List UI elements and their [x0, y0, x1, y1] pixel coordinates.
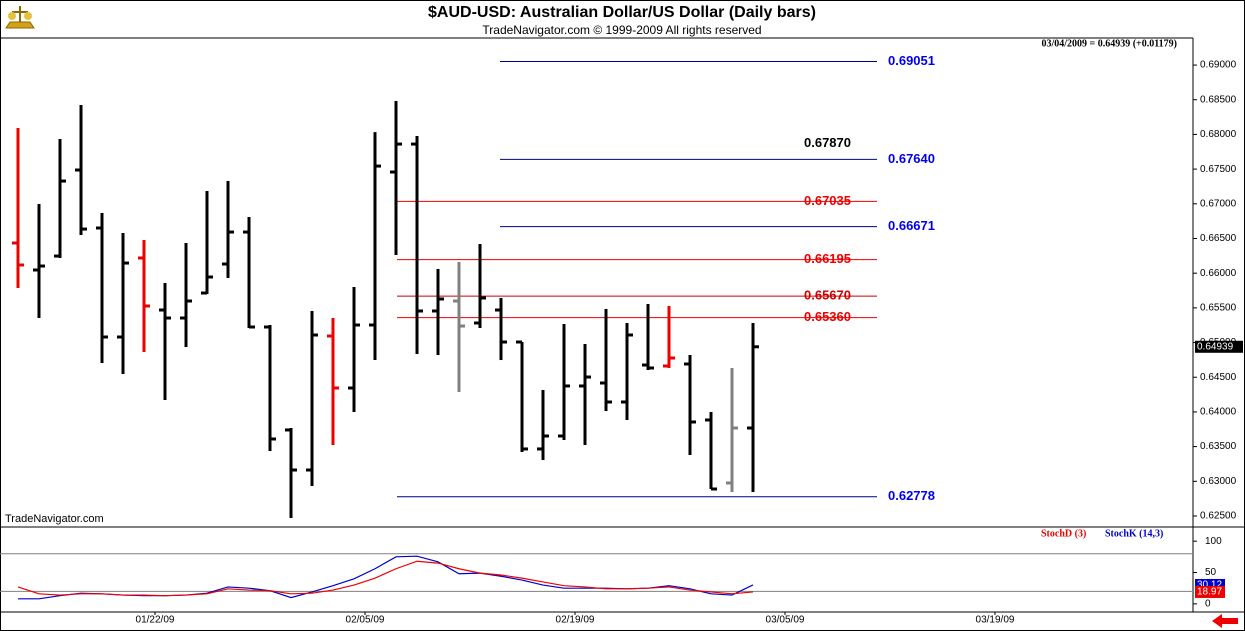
level-label: 0.62778 — [888, 488, 935, 503]
y-tick-label: 0.68500 — [1200, 94, 1237, 105]
ohlc-bar — [579, 344, 591, 446]
ohlc-bar — [621, 322, 633, 420]
y-tick-label: 0.66000 — [1200, 268, 1237, 279]
scroll-arrow[interactable] — [1212, 614, 1238, 628]
ohlc-bar — [201, 191, 213, 295]
ohlc-bar — [75, 105, 87, 236]
ohlc-bar — [369, 132, 381, 361]
ohlc-bar — [285, 428, 297, 518]
y-tick-label: 0.64000 — [1200, 407, 1237, 418]
last-price-label: 0.64939 — [1197, 341, 1234, 352]
y-tick-label: 0.67000 — [1200, 198, 1237, 209]
x-tick-label: 02/19/09 — [556, 615, 595, 626]
ohlc-bar — [474, 244, 486, 328]
x-tick-label: 03/05/09 — [766, 615, 805, 626]
stoch-line — [17, 560, 754, 597]
y-tick-label: 0.67500 — [1200, 164, 1237, 175]
level-label: 0.67035 — [804, 193, 851, 208]
level-label: 0.67870 — [804, 135, 851, 150]
ohlc-bar — [243, 217, 255, 329]
ohlc-bar — [33, 204, 45, 318]
ohlc-bar — [12, 128, 24, 289]
level-label: 0.65670 — [804, 288, 851, 303]
x-tick-label: 03/19/09 — [976, 615, 1015, 626]
ohlc-bar — [747, 322, 759, 492]
y-tick-label: 0.62500 — [1200, 511, 1237, 522]
ohlc-bar — [432, 269, 444, 356]
ohlc-bar — [663, 305, 675, 369]
y-tick-label: 0.65500 — [1200, 303, 1237, 314]
ohlc-bar — [684, 355, 696, 456]
x-tick-label: 01/22/09 — [136, 615, 175, 626]
ohlc-bar — [180, 242, 192, 347]
level-label: 0.66195 — [804, 251, 851, 266]
logo — [5, 6, 35, 29]
ohlc-bar — [726, 368, 738, 492]
ohlc-bar — [516, 340, 528, 452]
x-tick-label: 02/05/09 — [346, 615, 385, 626]
ohlc-bar — [264, 324, 276, 451]
last-price-box — [1195, 340, 1243, 353]
ohlc-bar — [348, 287, 360, 412]
ohlc-bar — [453, 262, 465, 393]
ohlc-bar — [600, 309, 612, 412]
level-label: 0.67640 — [888, 151, 935, 166]
ohlc-bar — [558, 324, 570, 441]
y-tick-label: 0.68000 — [1200, 129, 1237, 140]
value-label-box — [1195, 585, 1225, 598]
y-tick-label: 50 — [1205, 567, 1217, 578]
level-label: 0.69051 — [888, 53, 935, 68]
level-label: 0.65360 — [804, 309, 851, 324]
ohlc-bar — [138, 240, 150, 352]
ohlc-bar — [537, 389, 549, 460]
chart-subtitle: TradeNavigator.com © 1999-2009 All right… — [482, 23, 761, 37]
legend-entry: StochD (3) — [1041, 528, 1086, 539]
ohlc-bar — [96, 213, 108, 364]
ohlc-bar — [327, 317, 339, 446]
watermark: TradeNavigator.com — [5, 513, 104, 525]
level-label: 0.66671 — [888, 218, 935, 233]
ohlc-bar — [117, 233, 129, 374]
ohlc-bar — [642, 303, 654, 371]
y-tick-label: 0.64500 — [1200, 372, 1237, 383]
value-label: 30.12 — [1197, 580, 1222, 591]
legend-entry: StochK (14,3) — [1105, 528, 1163, 539]
ohlc-bar — [390, 101, 402, 255]
y-tick-label: 0.69000 — [1200, 60, 1237, 71]
ohlc-bar — [222, 181, 234, 279]
ohlc-bar — [159, 283, 171, 400]
value-label: 18.97 — [1197, 587, 1222, 598]
ohlc-bar — [306, 310, 318, 486]
y-tick-label: 0.66500 — [1200, 233, 1237, 244]
ohlc-bar — [705, 411, 717, 491]
ohlc-bar — [54, 139, 66, 258]
y-tick-label: 100 — [1205, 536, 1222, 547]
y-tick-label: 0 — [1205, 598, 1211, 609]
y-tick-label: 0.63000 — [1200, 476, 1237, 487]
status-text: 03/04/2009 = 0.64939 (+0.01179) — [1041, 38, 1177, 49]
ohlc-bar — [411, 136, 423, 354]
y-tick-label: 0.63500 — [1200, 441, 1237, 452]
ohlc-bar — [495, 298, 507, 361]
chart-title: $AUD-USD: Australian Dollar/US Dollar (D… — [428, 4, 816, 21]
